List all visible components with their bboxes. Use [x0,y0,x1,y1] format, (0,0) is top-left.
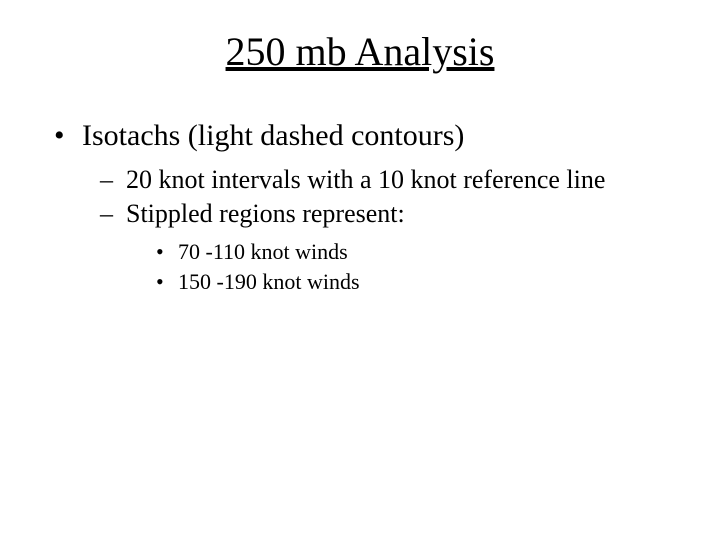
bullet-text: Stippled regions represent: [126,199,405,228]
bullet-text: 150 -190 knot winds [178,269,360,294]
bullet-text: Isotachs (light dashed contours) [82,119,464,152]
list-item: Stippled regions represent: 70 -110 knot… [100,199,672,295]
bullet-list-level1: Isotachs (light dashed contours) 20 knot… [48,119,672,295]
bullet-text: 20 knot intervals with a 10 knot referen… [126,165,605,194]
slide-title: 250 mb Analysis [48,28,672,75]
bullet-list-level3: 70 -110 knot winds 150 -190 knot winds [126,239,672,295]
bullet-text: 70 -110 knot winds [178,239,348,264]
list-item: 70 -110 knot winds [156,239,672,265]
list-item: 20 knot intervals with a 10 knot referen… [100,165,672,195]
bullet-list-level2: 20 knot intervals with a 10 knot referen… [82,165,672,295]
list-item: 150 -190 knot winds [156,269,672,295]
list-item: Isotachs (light dashed contours) 20 knot… [48,119,672,295]
